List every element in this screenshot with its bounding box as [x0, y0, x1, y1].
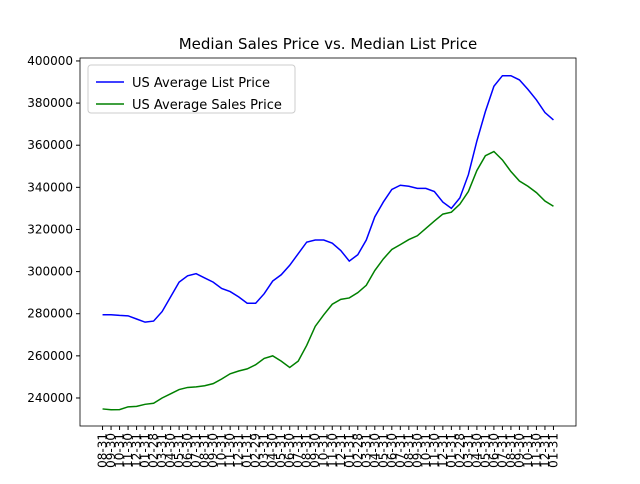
x-tick-label: 10-31	[317, 433, 331, 468]
y-tick-label: 360000	[27, 138, 73, 152]
x-tick-label: 12-31	[436, 433, 450, 468]
x-tick-label: 08-31	[402, 433, 416, 468]
legend-label: US Average List Price	[132, 76, 270, 91]
y-tick-label: 380000	[27, 96, 73, 110]
y-tick-label: 340000	[27, 180, 73, 194]
x-tick-label: 04-30	[368, 433, 382, 468]
x-tick-label: 05-31	[376, 433, 390, 468]
x-tick-label: 11-30	[325, 433, 339, 468]
x-tick-label: 03-31	[257, 433, 271, 468]
x-tick-label: 08-31	[504, 433, 518, 468]
x-tick-label: 11-30	[121, 433, 135, 468]
y-tick-label: 240000	[27, 391, 73, 405]
x-tick-label: 07-31	[189, 433, 203, 468]
y-tick-label: 320000	[27, 222, 73, 236]
x-tick-label: 09-30	[512, 433, 526, 468]
y-tick-label: 280000	[27, 307, 73, 321]
y-tick-label: 300000	[27, 265, 73, 279]
x-tick-label: 04-30	[470, 433, 484, 468]
x-tick-label: 10-31	[113, 433, 127, 468]
x-tick-label: 03-31	[359, 433, 373, 468]
x-tick-label: 12-31	[232, 433, 246, 468]
x-tick-label: 09-30	[206, 433, 220, 468]
x-tick-label: 07-31	[291, 433, 305, 468]
x-tick-label: 09-30	[104, 433, 118, 468]
x-tick-label: 11-30	[427, 433, 441, 468]
x-tick-label: 05-31	[172, 433, 186, 468]
line-series	[102, 150, 554, 411]
x-tick-label: 06-30	[181, 433, 195, 468]
x-tick-label: 01-31	[138, 433, 152, 468]
x-tick-label: 04-30	[164, 433, 178, 468]
x-tick-label: 12-31	[130, 433, 144, 468]
x-tick-label: 07-31	[393, 433, 407, 468]
x-tick-label: 01-31	[444, 433, 458, 468]
line-series	[102, 74, 554, 323]
x-tick-label: 10-31	[521, 433, 535, 468]
legend: US Average List Price US Average Sales Pr…	[87, 64, 296, 114]
chart-title: Median Sales Price vs. Median List Price	[179, 35, 478, 53]
x-tick-label: 06-30	[385, 433, 399, 468]
x-tick-label: 09-30	[410, 433, 424, 468]
x-tick-label: 03-31	[155, 433, 169, 468]
y-tick-label: 260000	[27, 349, 73, 363]
x-tick-label: 02-28	[147, 433, 161, 468]
x-tick-label: 11-30	[223, 433, 237, 468]
legend-label: US Average Sales Price	[132, 98, 282, 113]
x-tick-label: 12-31	[334, 433, 348, 468]
x-tick-label: 10-31	[215, 433, 229, 468]
x-tick-label: 07-31	[495, 433, 509, 468]
x-tick-label: 06-30	[283, 433, 297, 468]
x-tick-label: 10-31	[419, 433, 433, 468]
x-tick-label: 01-31	[546, 433, 560, 468]
x-tick-label: 02-28	[453, 433, 467, 468]
y-tick-label: 400000	[27, 54, 73, 68]
x-tick-label: 12-31	[538, 433, 552, 468]
x-tick-label: 08-31	[198, 433, 212, 468]
x-tick-label: 08-31	[96, 433, 110, 468]
x-tick-label: 02-28	[351, 433, 365, 468]
x-tick-label: 02-29	[249, 433, 263, 468]
x-tick-label: 01-31	[240, 433, 254, 468]
x-tick-label: 03-31	[461, 433, 475, 468]
x-tick-label: 08-31	[300, 433, 314, 468]
x-tick-label: 09-30	[308, 433, 322, 468]
x-tick-label: 05-31	[478, 433, 492, 468]
x-tick-label: 04-30	[266, 433, 280, 468]
x-tick-label: 05-31	[274, 433, 288, 468]
x-tick-label: 06-30	[487, 433, 501, 468]
legend-box	[87, 64, 296, 114]
x-tick-label: 11-30	[529, 433, 543, 468]
x-tick-label: 01-31	[342, 433, 356, 468]
plot-frame	[79, 57, 577, 427]
